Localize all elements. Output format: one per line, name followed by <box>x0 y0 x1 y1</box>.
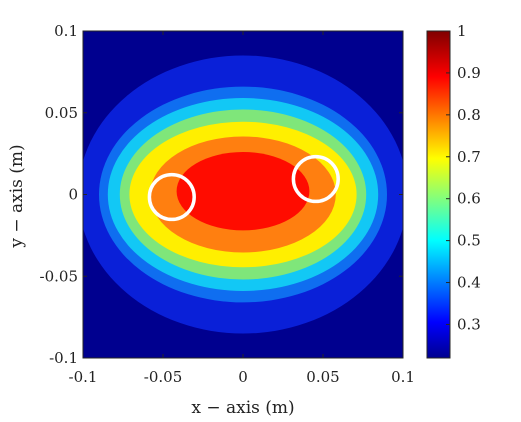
y-tick-label: 0 <box>68 186 78 204</box>
y-tick-label: -0.1 <box>49 349 78 367</box>
x-axis: -0.1 -0.05 0 0.05 0.1 <box>69 31 415 386</box>
colorbar-tick-label: 0.7 <box>457 148 481 166</box>
marker-layer <box>147 154 340 222</box>
contour-level-0.9 <box>176 152 310 231</box>
x-tick-label: -0.1 <box>69 368 98 386</box>
x-axis-label: x − axis (m) <box>191 398 294 418</box>
colorbar-ticks: 1 0.9 0.8 0.7 0.6 0.5 0.4 0.3 <box>446 22 481 333</box>
x-tick-label: -0.05 <box>144 368 182 386</box>
colorbar-tick-label: 0.8 <box>457 106 481 124</box>
contour-layer <box>83 55 403 334</box>
colorbar-gradient <box>426 30 451 359</box>
colorbar-tick-label: 0.4 <box>457 274 481 292</box>
y-axis-label: y − axis (m) <box>7 144 27 248</box>
colorbar-tick-label: 0.3 <box>457 315 481 333</box>
marker-circle-2 <box>291 154 340 204</box>
y-tick-label: -0.05 <box>40 267 78 285</box>
x-tick-label: 0.05 <box>306 368 339 386</box>
colorbar-tick-label: 0.9 <box>457 64 481 82</box>
y-axis: 0.1 0.05 0 -0.05 -0.1 <box>40 22 403 367</box>
colorbar-tick-label: 0.5 <box>457 232 481 250</box>
marker-circle-1 <box>147 172 196 222</box>
colorbar-tick-label: 1 <box>457 22 467 40</box>
x-tick-label: 0.1 <box>391 368 415 386</box>
plot-area <box>83 31 403 358</box>
colorbar-tick-label: 0.6 <box>457 190 481 208</box>
y-tick-label: 0.1 <box>54 22 78 40</box>
y-tick-label: 0.05 <box>45 104 78 122</box>
colorbar: 1 0.9 0.8 0.7 0.6 0.5 0.4 0.3 <box>426 22 481 359</box>
x-tick-label: 0 <box>238 368 248 386</box>
